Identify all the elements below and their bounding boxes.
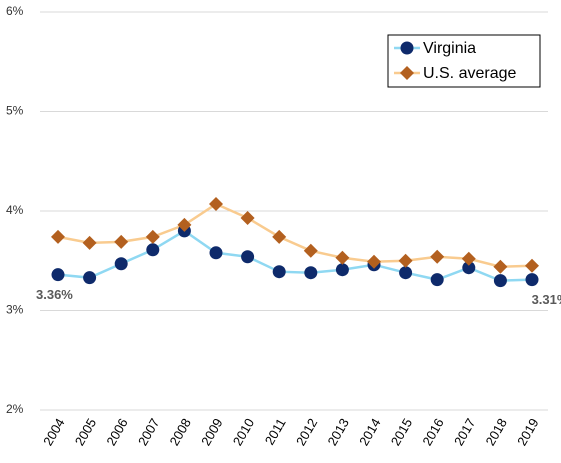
legend-marker bbox=[400, 41, 414, 55]
data-point bbox=[430, 273, 444, 287]
data-point bbox=[493, 259, 508, 274]
legend-box bbox=[387, 34, 541, 88]
data-point bbox=[398, 253, 413, 268]
data-point bbox=[114, 234, 129, 249]
data-point bbox=[399, 266, 413, 280]
series-line bbox=[57, 202, 533, 268]
data-point bbox=[83, 271, 97, 285]
data-label: 3.31% bbox=[532, 292, 561, 307]
data-point bbox=[146, 243, 160, 257]
data-point bbox=[303, 243, 318, 258]
x-tick-label: 2014 bbox=[356, 416, 383, 449]
data-point bbox=[272, 265, 286, 279]
y-tick-label: 4% bbox=[6, 203, 24, 217]
data-point bbox=[51, 229, 65, 244]
x-tick-label: 2015 bbox=[388, 416, 415, 449]
data-point bbox=[209, 246, 223, 260]
x-tick-label: 2004 bbox=[40, 416, 67, 449]
data-point bbox=[367, 254, 381, 269]
y-tick-label: 3% bbox=[6, 303, 24, 317]
data-point bbox=[82, 235, 97, 250]
y-tick-label: 6% bbox=[6, 4, 24, 18]
legend-label: U.S. average bbox=[423, 65, 516, 82]
data-point bbox=[51, 268, 65, 282]
y-tick-label: 5% bbox=[6, 104, 24, 118]
data-point bbox=[335, 250, 350, 265]
x-tick-label: 2009 bbox=[198, 416, 225, 449]
data-point bbox=[272, 229, 287, 244]
data-point bbox=[430, 249, 445, 264]
legend-marker bbox=[400, 66, 414, 80]
y-tick-label: 2% bbox=[6, 402, 24, 416]
data-point bbox=[461, 251, 476, 266]
data-point bbox=[462, 261, 476, 275]
data-point bbox=[241, 250, 255, 264]
series-line bbox=[57, 229, 533, 282]
x-tick-label: 2013 bbox=[325, 416, 352, 449]
legend: Virginia U.S. average bbox=[387, 34, 541, 88]
data-point bbox=[525, 258, 539, 273]
legend-label: Virginia bbox=[423, 40, 476, 57]
x-tick-label: 2018 bbox=[483, 416, 510, 449]
data-point bbox=[525, 273, 539, 287]
data-point bbox=[209, 197, 223, 212]
x-tick-label: 2011 bbox=[262, 416, 289, 448]
x-tick-label: 2010 bbox=[230, 416, 257, 449]
x-tick-label: 2016 bbox=[419, 416, 446, 449]
x-tick-label: 2006 bbox=[103, 416, 130, 449]
data-label: 3.36% bbox=[36, 287, 73, 302]
x-tick-label: 2008 bbox=[167, 416, 194, 449]
data-point bbox=[114, 257, 128, 271]
data-point bbox=[304, 266, 318, 280]
x-tick-label: 2005 bbox=[72, 416, 99, 449]
x-tick-label: 2012 bbox=[293, 416, 320, 449]
data-point bbox=[335, 263, 349, 277]
x-tick-label: 2007 bbox=[135, 416, 162, 449]
data-point bbox=[145, 229, 160, 244]
data-point bbox=[177, 217, 192, 232]
data-point bbox=[240, 210, 255, 225]
x-tick-label: 2019 bbox=[514, 416, 541, 449]
data-point bbox=[493, 274, 507, 288]
x-tick-label: 2017 bbox=[451, 416, 478, 449]
